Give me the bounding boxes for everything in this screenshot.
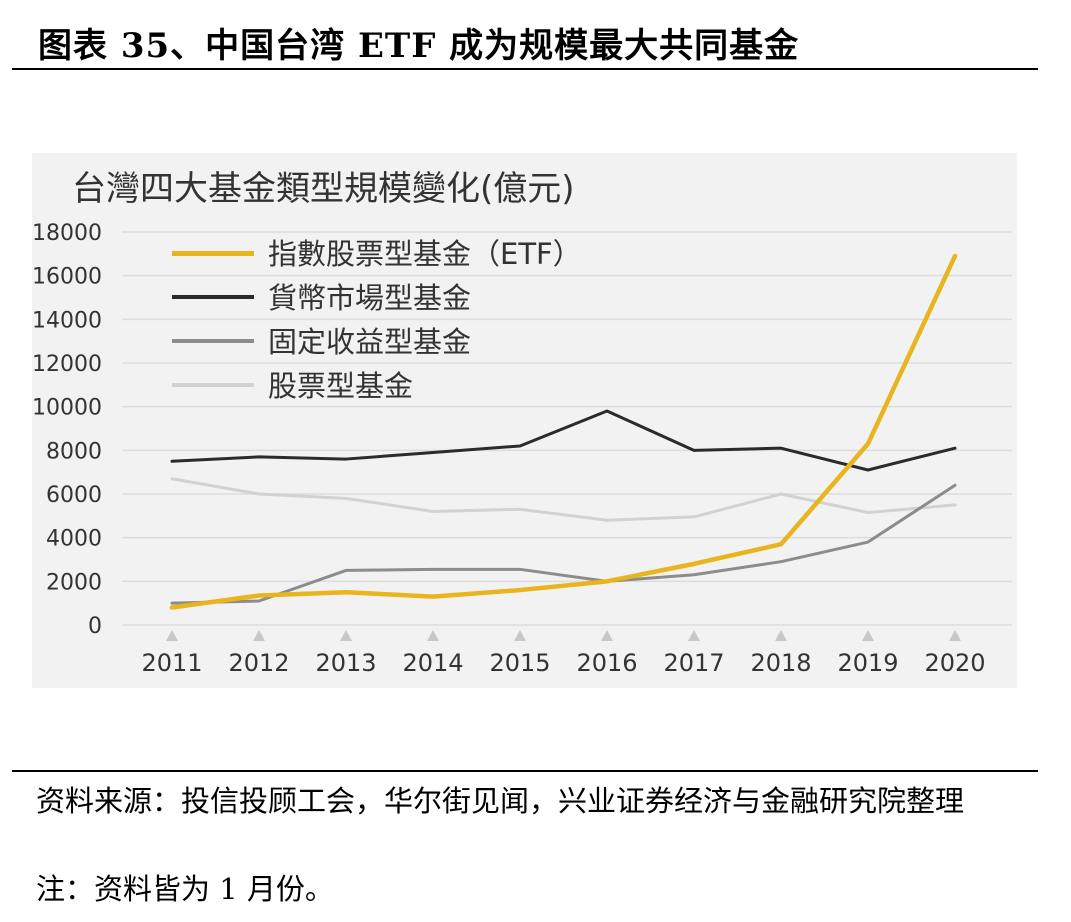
x-tick-label: 2015 <box>489 649 550 677</box>
y-tick-label: 10000 <box>32 396 102 421</box>
x-tick-label: 2020 <box>924 649 985 677</box>
legend-label: 貨幣市場型基金 <box>268 281 472 315</box>
legend-swatch <box>172 295 254 299</box>
legend-label: 指數股票型基金（ETF） <box>268 237 582 271</box>
bottom-rule <box>12 770 1038 772</box>
figure-title: 图表 35、中国台湾 ETF 成为规模最大共同基金 <box>38 26 800 66</box>
x-tick-marker <box>427 630 439 641</box>
x-tick-marker <box>688 630 700 641</box>
x-tick-marker <box>601 630 613 641</box>
chart-title: 台灣四大基金類型規模變化(億元) <box>72 169 575 209</box>
legend-label: 固定收益型基金 <box>268 325 472 359</box>
y-tick-label: 6000 <box>46 483 102 508</box>
x-tick-marker <box>514 630 526 641</box>
line-chart: 0 2000 4000 6000 8000 10000 12000 14000 16000 180… <box>32 221 1012 677</box>
y-tick-label: 0 <box>88 614 102 639</box>
y-tick-label: 2000 <box>46 570 102 595</box>
y-tick-label: 14000 <box>32 308 102 333</box>
series-line-3 <box>170 483 957 605</box>
legend-label: 股票型基金 <box>268 369 414 403</box>
x-tick-label: 2017 <box>663 649 724 677</box>
x-tick-label: 2014 <box>402 649 463 677</box>
y-tick-label: 8000 <box>46 439 102 464</box>
chart-panel: 台灣四大基金類型規模變化(億元) 0 2000 4000 6000 8000 10000 1… <box>32 153 1017 688</box>
x-tick-label: 2019 <box>837 649 898 677</box>
x-tick-marker <box>340 630 352 641</box>
series-line-2 <box>170 409 957 472</box>
x-tick-label: 2018 <box>750 649 811 677</box>
x-tick-label: 2011 <box>141 649 202 677</box>
top-rule <box>12 68 1038 70</box>
series-line-1 <box>169 253 958 610</box>
x-tick-marker <box>166 630 178 641</box>
legend-swatch <box>172 383 254 387</box>
x-tick-marker <box>862 630 874 641</box>
series-line-4 <box>170 477 957 522</box>
y-tick-label: 12000 <box>32 352 102 377</box>
legend-swatch <box>172 339 254 343</box>
x-tick-label: 2016 <box>576 649 637 677</box>
x-tick-label: 2012 <box>228 649 289 677</box>
y-tick-label: 18000 <box>32 221 102 246</box>
x-tick-label: 2013 <box>315 649 376 677</box>
y-tick-label: 4000 <box>46 527 102 552</box>
legend-swatch <box>172 251 254 256</box>
y-tick-label: 16000 <box>32 265 102 290</box>
x-tick-marker <box>949 630 961 641</box>
source-note: 资料来源：投信投顾工会，华尔街见闻，兴业证券经济与金融研究院整理 <box>36 784 965 818</box>
x-tick-marker <box>253 630 265 641</box>
footnote: 注：资料皆为 1 月份。 <box>36 872 334 906</box>
x-tick-marker <box>775 630 787 641</box>
